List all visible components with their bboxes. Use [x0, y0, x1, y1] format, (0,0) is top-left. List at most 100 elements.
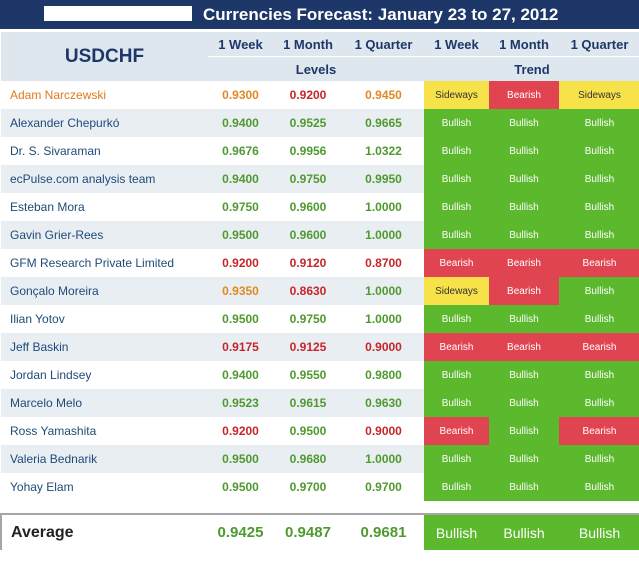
level-1month: 0.9615: [273, 389, 343, 417]
level-1quarter: 0.9950: [343, 165, 424, 193]
trend-1quarter-badge: Bullish: [559, 445, 639, 473]
trend-1month-badge: Bearish: [489, 249, 559, 277]
level-1week: 0.9500: [208, 473, 273, 501]
trend-group-header: Trend: [424, 56, 639, 81]
table-row: Valeria Bednarik 0.9500 0.9680 1.0000 Bullis…: [1, 445, 639, 473]
level-1month: 0.9125: [273, 333, 343, 361]
table-row: ecPulse.com analysis team 0.9400 0.9750 0.9…: [1, 165, 639, 193]
trend-1week-badge: Bearish: [424, 417, 489, 445]
analyst-name: Gavin Grier-Rees: [1, 221, 208, 249]
trend-1month-badge: Bullish: [489, 193, 559, 221]
forecast-table: USDCHF 1 Week 1 Month 1 Quarter 1 Week 1…: [0, 32, 639, 550]
trend-1week-badge: Bullish: [424, 361, 489, 389]
levels-group-header: Levels: [208, 56, 424, 81]
trend-1month-badge: Bullish: [489, 305, 559, 333]
level-1quarter: 0.9630: [343, 389, 424, 417]
level-1week: 0.9500: [208, 221, 273, 249]
page-title: Currencies Forecast: January 23 to 27, 2…: [203, 5, 559, 24]
trend-1week-badge: Bullish: [424, 193, 489, 221]
analyst-name: Marcelo Melo: [1, 389, 208, 417]
level-1month: 0.9700: [273, 473, 343, 501]
analyst-name: Ross Yamashita: [1, 417, 208, 445]
trend-1quarter-badge: Bearish: [559, 333, 639, 361]
analyst-name: Jeff Baskin: [1, 333, 208, 361]
level-1month: 0.9500: [273, 417, 343, 445]
trend-1month-badge: Bullish: [489, 221, 559, 249]
level-1quarter: 0.9800: [343, 361, 424, 389]
analyst-name: Dr. S. Sivaraman: [1, 137, 208, 165]
table-row: Ilian Yotov 0.9500 0.9750 1.0000 Bullish Bull…: [1, 305, 639, 333]
level-1week: 0.9200: [208, 249, 273, 277]
level-1month: 0.9600: [273, 221, 343, 249]
trend-1month-badge: Bullish: [489, 417, 559, 445]
trend-1quarter-badge: Sideways: [559, 81, 639, 109]
header-trend-1week: 1 Week: [424, 32, 489, 57]
level-1quarter: 0.9450: [343, 81, 424, 109]
spacer-row: [1, 501, 639, 514]
average-row: Average 0.9425 0.9487 0.9681 Bullish Bullish B…: [0, 513, 639, 550]
level-1week: 0.9300: [208, 81, 273, 109]
analyst-name: Esteban Mora: [1, 193, 208, 221]
trend-1week-badge: Bullish: [424, 137, 489, 165]
trend-1week-badge: Bearish: [424, 333, 489, 361]
spacer-cell: [1, 501, 639, 514]
trend-1quarter-badge: Bullish: [559, 361, 639, 389]
trend-1quarter-badge: Bullish: [559, 109, 639, 137]
analyst-name: GFM Research Private Limited: [1, 249, 208, 277]
trend-1month-badge: Bearish: [489, 333, 559, 361]
forecast-rows: Adam Narczewski 0.9300 0.9200 0.9450 Sideway…: [0, 81, 639, 550]
header-level-1month: 1 Month: [273, 32, 343, 57]
table-row: Esteban Mora 0.9750 0.9600 1.0000 Bullish Bul…: [1, 193, 639, 221]
trend-1month-badge: Bearish: [489, 81, 559, 109]
trend-1week-badge: Bullish: [424, 109, 489, 137]
average-trend-1quarter-badge: Bullish: [559, 513, 639, 550]
trend-1month-badge: Bullish: [489, 361, 559, 389]
level-1quarter: 1.0000: [343, 445, 424, 473]
table-row: GFM Research Private Limited 0.9200 0.9120…: [1, 249, 639, 277]
level-1week: 0.9175: [208, 333, 273, 361]
analyst-name: Alexander Chepurkó: [1, 109, 208, 137]
trend-1month-badge: Bullish: [489, 473, 559, 501]
table-row: Gavin Grier-Rees 0.9500 0.9600 1.0000 Bullis…: [1, 221, 639, 249]
average-level-1week: 0.9425: [208, 513, 273, 550]
level-1month: 0.9680: [273, 445, 343, 473]
trend-1quarter-badge: Bullish: [559, 193, 639, 221]
trend-1quarter-badge: Bullish: [559, 305, 639, 333]
analyst-name: Ilian Yotov: [1, 305, 208, 333]
level-1month: 0.9120: [273, 249, 343, 277]
trend-1quarter-badge: Bullish: [559, 221, 639, 249]
analyst-name: Gonçalo Moreira: [1, 277, 208, 305]
level-1week: 0.9350: [208, 277, 273, 305]
analyst-name: Yohay Elam: [1, 473, 208, 501]
currency-pair-label: USDCHF: [1, 32, 208, 81]
level-1quarter: 0.9000: [343, 417, 424, 445]
table-row: Gonçalo Moreira 0.9350 0.8630 1.0000 Sideway…: [1, 277, 639, 305]
level-1quarter: 0.8700: [343, 249, 424, 277]
level-1week: 0.9400: [208, 361, 273, 389]
title-bar: Currencies Forecast: January 23 to 27, 2…: [0, 0, 639, 29]
level-1week: 0.9750: [208, 193, 273, 221]
trend-1quarter-badge: Bullish: [559, 165, 639, 193]
trend-1quarter-badge: Bearish: [559, 417, 639, 445]
trend-1quarter-badge: Bullish: [559, 389, 639, 417]
analyst-name: Jordan Lindsey: [1, 361, 208, 389]
level-1quarter: 1.0000: [343, 277, 424, 305]
header-level-1quarter: 1 Quarter: [343, 32, 424, 57]
level-1week: 0.9523: [208, 389, 273, 417]
level-1month: 0.9525: [273, 109, 343, 137]
analyst-name: Adam Narczewski: [1, 81, 208, 109]
header-trend-1quarter: 1 Quarter: [559, 32, 639, 57]
trend-1week-badge: Bullish: [424, 389, 489, 417]
level-1month: 0.9550: [273, 361, 343, 389]
trend-1week-badge: Bearish: [424, 249, 489, 277]
table-row: Ross Yamashita 0.9200 0.9500 0.9000 Bearish B…: [1, 417, 639, 445]
header-level-1week: 1 Week: [208, 32, 273, 57]
analyst-name: ecPulse.com analysis team: [1, 165, 208, 193]
table-row: Marcelo Melo 0.9523 0.9615 0.9630 Bullish Bul…: [1, 389, 639, 417]
trend-1month-badge: Bearish: [489, 277, 559, 305]
trend-1month-badge: Bullish: [489, 137, 559, 165]
level-1quarter: 0.9000: [343, 333, 424, 361]
level-1week: 0.9200: [208, 417, 273, 445]
average-trend-1month-badge: Bullish: [489, 513, 559, 550]
